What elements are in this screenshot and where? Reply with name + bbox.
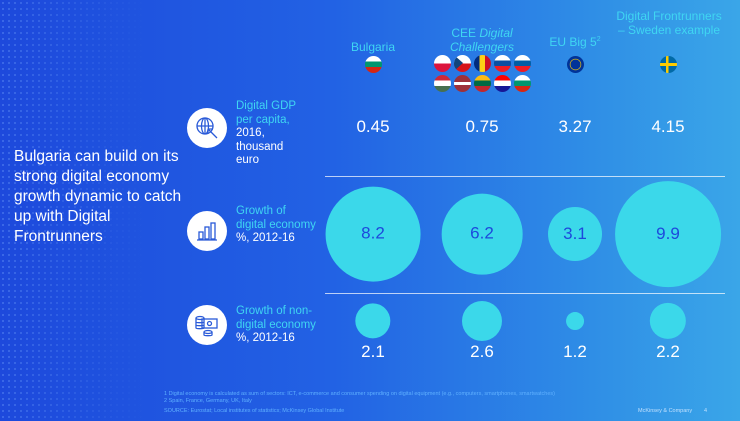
value-label: 2.6: [470, 342, 494, 361]
flag-hungary-icon: [433, 75, 451, 92]
footnote-2: 2 Spain, France, Germany, UK, Italy: [164, 398, 252, 404]
cee-italic-label: Digital Challengers: [449, 26, 515, 54]
value-label: 2.2: [656, 342, 680, 361]
flag-poland-icon: [433, 55, 451, 72]
bubble: 3.1: [548, 207, 602, 261]
column-header-eu-big5: EU Big 52: [520, 33, 630, 49]
flag-sweden-icon: [659, 56, 677, 73]
source-note: SOURCE: Eurostat; Local institutes of st…: [164, 408, 345, 414]
row-label-metric: Digital GDP per capita,: [236, 100, 296, 126]
cee-label: CEE: [451, 26, 480, 40]
flag-bulgaria-icon: [513, 75, 531, 92]
value-label: 2.1: [361, 342, 385, 361]
row-label: Growth of non-digital economy%, 2012-16: [236, 305, 316, 346]
dot-pattern: [0, 0, 150, 421]
value-label: 0.45: [356, 117, 390, 136]
value-label: 8.2: [361, 224, 385, 243]
flag-bulgaria-icon: [364, 56, 382, 73]
bubble: [355, 303, 391, 339]
value-label: 6.2: [470, 223, 494, 243]
flag-lithuania-icon: [473, 75, 491, 92]
flag-eu-icon: [566, 56, 584, 73]
page-number: 4: [704, 408, 708, 414]
column-header-sweden: Digital Frontrunners – Sweden example: [616, 9, 722, 37]
flag-slovakia-icon: [493, 55, 511, 72]
bar-chart-icon: [187, 211, 227, 251]
footnote-1: 1 Digital economy is calculated as sum o…: [164, 391, 555, 397]
row-label-metric: Growth of non-digital economy: [236, 305, 316, 331]
row-label: Growth of digital economy%, 2012-16: [236, 205, 316, 246]
flag-czechia-icon: [453, 55, 471, 72]
bubble: 6.2: [441, 193, 523, 275]
footnote-ref: 2: [596, 36, 601, 43]
row-label: Digital GDP per capita, 2016, thousand eu…: [236, 100, 306, 168]
divider: [325, 293, 725, 294]
row-label-unit: %, 2012-16: [236, 332, 295, 344]
value-label: 0.75: [465, 117, 499, 136]
value-label: 4.15: [651, 117, 685, 136]
headline: Bulgaria can build on its strong digital…: [14, 148, 182, 245]
column-header-cee: CEE Digital Challengers: [427, 26, 537, 54]
column-header-bulgaria: Bulgaria: [350, 40, 396, 54]
row-label-metric: Growth of digital economy: [236, 205, 316, 231]
flag-latvia-icon: [453, 75, 471, 92]
flag-slovenia-icon: [513, 55, 531, 72]
row-label-unit: 2016, thousand euro: [236, 127, 284, 166]
brand: McKinsey & Company: [638, 408, 693, 414]
value-label: 9.9: [656, 223, 680, 243]
eu-label: EU Big 5: [549, 35, 597, 49]
flag-croatia-icon: [493, 75, 511, 92]
bubble: [649, 302, 687, 340]
value-label: 3.1: [563, 224, 587, 243]
bubble: 9.9: [615, 181, 721, 287]
bubble: 8.2: [325, 186, 421, 282]
value-label: 3.27: [558, 117, 592, 136]
divider: [325, 176, 725, 177]
value-label: 1.2: [563, 342, 587, 361]
flag-romania-icon: [473, 55, 491, 72]
bubble: [566, 312, 584, 330]
money-coins-icon: [187, 305, 227, 345]
row-label-unit: %, 2012-16: [236, 232, 295, 244]
globe-cursor-icon: [187, 108, 227, 148]
bubble: [461, 300, 503, 342]
